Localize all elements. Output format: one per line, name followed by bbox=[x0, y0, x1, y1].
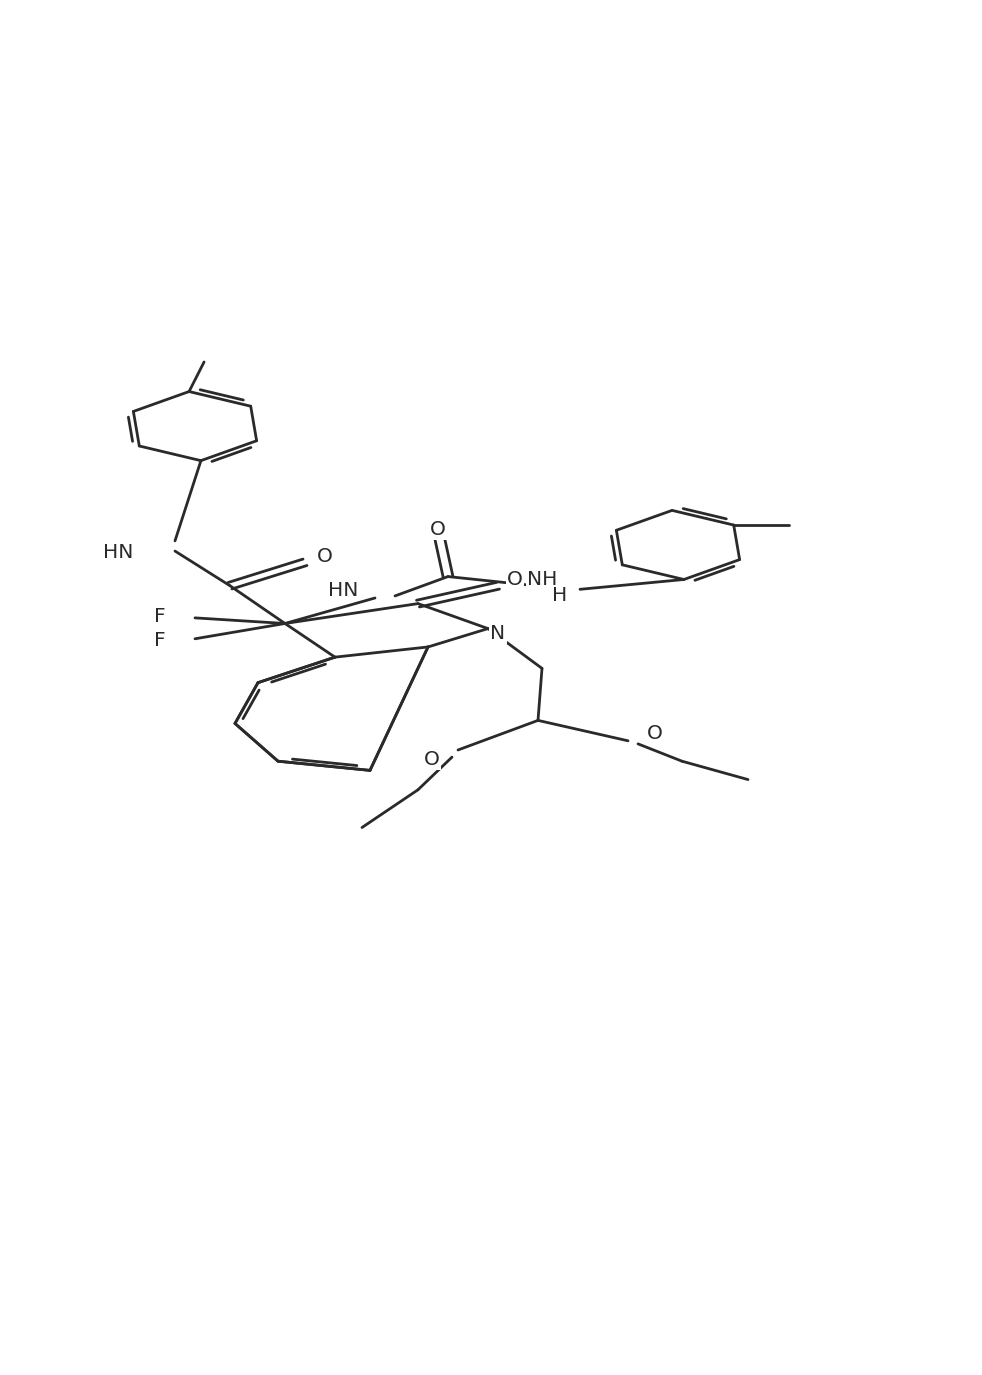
Text: O: O bbox=[424, 749, 440, 769]
Text: O: O bbox=[647, 725, 663, 742]
Text: H: H bbox=[552, 587, 568, 605]
Text: O: O bbox=[507, 569, 523, 588]
Text: F: F bbox=[154, 606, 166, 626]
Text: N: N bbox=[490, 624, 506, 644]
Text: O: O bbox=[317, 547, 333, 565]
Text: F: F bbox=[154, 631, 166, 650]
Text: O: O bbox=[430, 520, 446, 539]
Text: HN: HN bbox=[103, 543, 134, 561]
Text: NH: NH bbox=[526, 569, 557, 588]
Text: HN: HN bbox=[328, 582, 358, 601]
